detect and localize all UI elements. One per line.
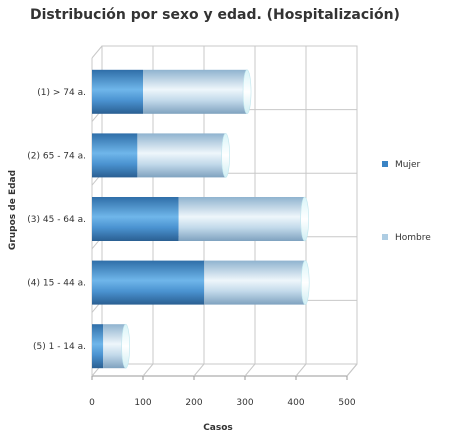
- bar-end-cap: [221, 133, 230, 178]
- x-tick-label: 500: [338, 398, 355, 408]
- bar-hombre: [103, 324, 126, 369]
- tick-labels: 0 100 200 300 400 500 (1) > 74 a. (2) 65 - 74 a…: [27, 88, 356, 408]
- y-tick-label: (5) 1 - 14 a.: [33, 342, 86, 352]
- floor-gridline: [142, 363, 154, 377]
- y-axis-title: Grupos de Edad: [8, 170, 18, 250]
- x-tick-label: 300: [236, 398, 253, 408]
- bar-hombre: [137, 133, 226, 178]
- floor-gridline: [295, 363, 307, 377]
- legend-swatch: [382, 161, 388, 167]
- wall-edge: [91, 45, 103, 59]
- x-tick-label: 100: [134, 398, 151, 408]
- floor-gridline: [193, 363, 205, 377]
- x-tick-label: 0: [89, 398, 95, 408]
- bar-end-cap: [242, 69, 252, 115]
- legend: Mujer Hombre: [382, 160, 431, 243]
- bar-hombre: [178, 197, 305, 241]
- y-tick-label: (3) 45 - 64 a.: [27, 215, 86, 225]
- y-tick-label: (2) 65 - 74 a.: [27, 151, 86, 161]
- legend-swatch: [382, 234, 388, 240]
- bar-end-cap: [121, 323, 130, 369]
- bars: [92, 69, 310, 369]
- bar-mujer: [92, 133, 138, 178]
- bar-hombre: [143, 69, 248, 114]
- bar-end-cap: [300, 196, 309, 242]
- x-tick-label: 400: [287, 398, 304, 408]
- floor-gridline: [244, 363, 256, 377]
- bar-mujer: [92, 69, 143, 114]
- bar-end-cap: [300, 260, 310, 305]
- bar-mujer: [92, 260, 205, 305]
- legend-item: Mujer: [395, 160, 421, 170]
- floor-gridline: [346, 363, 358, 377]
- x-axis-title: Casos: [203, 423, 233, 433]
- legend-item: Hombre: [395, 233, 431, 243]
- bar-mujer: [92, 197, 179, 241]
- y-tick-label: (4) 15 - 44 a.: [27, 279, 86, 289]
- y-tick-label: (1) > 74 a.: [37, 88, 86, 98]
- chart-title: Distribución por sexo y edad. (Hospitali…: [30, 7, 400, 23]
- bar-mujer: [92, 324, 104, 369]
- bar-hombre: [204, 260, 306, 305]
- x-tick-label: 200: [185, 398, 202, 408]
